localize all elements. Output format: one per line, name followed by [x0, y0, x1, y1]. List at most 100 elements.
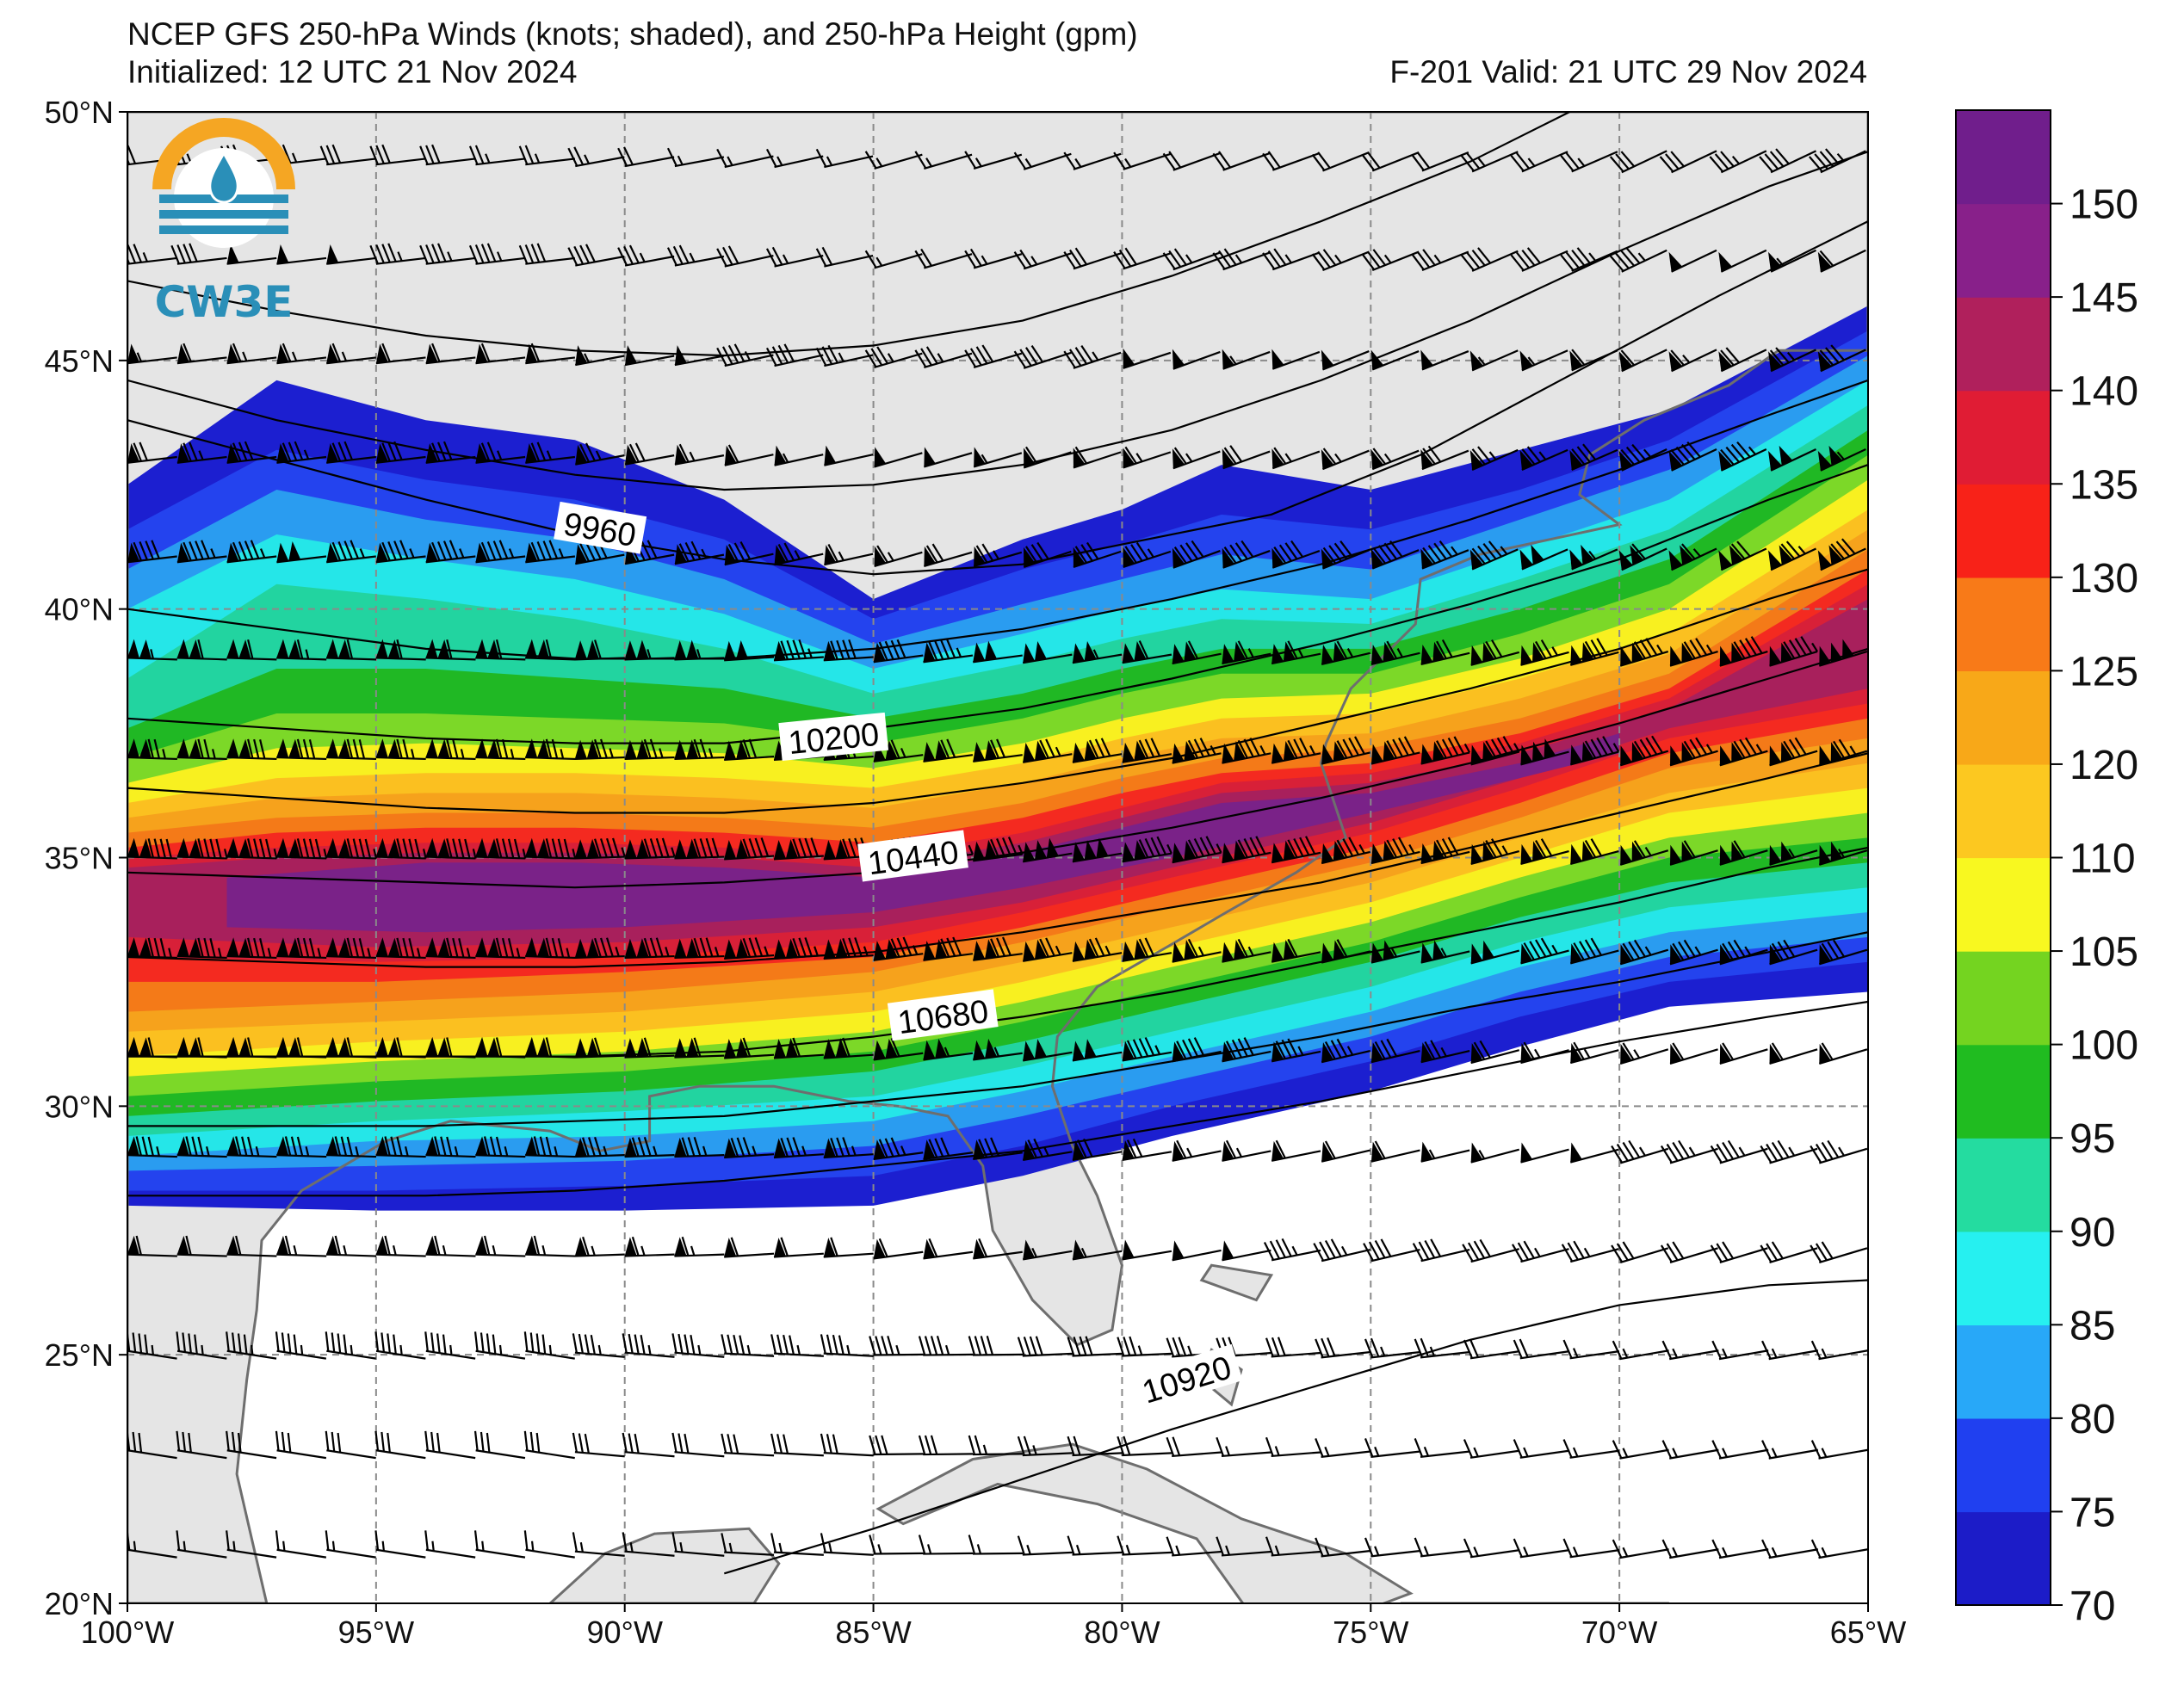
wind-barb — [176, 1331, 227, 1360]
wind-barb — [127, 639, 177, 661]
wind-barb — [1420, 837, 1470, 865]
wind-barb — [674, 1236, 725, 1257]
colorbar-segment — [1956, 297, 2051, 392]
wind-barb — [624, 1236, 675, 1257]
wind-barb — [525, 540, 576, 564]
map-title: NCEP GFS 250-hPa Winds (knots; shaded), … — [127, 16, 1138, 52]
wind-barb — [375, 639, 426, 661]
wind-barb — [1122, 738, 1172, 763]
wind-barb — [424, 1331, 476, 1360]
wind-barb — [572, 1333, 625, 1358]
wind-barb — [1013, 345, 1072, 369]
wind-barb — [1315, 1537, 1371, 1558]
wind-barb — [475, 343, 526, 365]
wind-barb — [1420, 540, 1469, 570]
wind-barb — [276, 639, 327, 661]
wind-barb — [176, 1430, 227, 1460]
wind-barb — [375, 1136, 426, 1158]
wind-barb — [176, 837, 228, 860]
svg-text:10200: 10200 — [787, 717, 881, 762]
wind-barb — [869, 1336, 924, 1356]
wind-barb — [176, 937, 227, 960]
wind-barb — [525, 1036, 576, 1059]
wind-barb — [475, 1136, 526, 1158]
wind-barb — [1315, 1438, 1371, 1458]
wind-barb — [1321, 349, 1370, 371]
wind-barb — [525, 937, 576, 960]
wind-barb — [473, 1530, 526, 1559]
wind-barb — [973, 738, 1023, 763]
wind-barb — [724, 1237, 775, 1258]
wind-barb — [1017, 1436, 1073, 1457]
wind-barb — [1166, 1536, 1222, 1557]
wind-barb — [226, 1331, 277, 1360]
wind-barb — [724, 639, 775, 662]
wind-barb — [572, 1532, 625, 1557]
wind-barb — [1569, 736, 1620, 766]
wind-barb — [823, 1237, 874, 1258]
wind-barb — [1321, 640, 1370, 666]
wind-barb — [425, 441, 476, 464]
wind-barb — [622, 1333, 675, 1358]
height-contour — [127, 752, 1868, 968]
wind-barb — [1072, 641, 1123, 664]
wind-barb — [374, 1530, 426, 1559]
wind-barb — [624, 837, 676, 860]
wind-barb — [375, 540, 426, 564]
height-contour-9960 — [127, 220, 1868, 576]
wind-barb — [1271, 349, 1321, 370]
wind-barb — [1271, 738, 1321, 764]
colorbar-label: 130 — [2070, 556, 2138, 602]
wind-barb — [1123, 348, 1172, 369]
wind-barb — [176, 738, 227, 761]
wind-barb — [1469, 446, 1519, 471]
wind-barb — [914, 248, 973, 269]
wind-barb — [1166, 1436, 1222, 1458]
wind-barb — [1271, 1038, 1321, 1063]
wind-barb — [973, 1137, 1023, 1161]
wind-barb — [1520, 1041, 1569, 1065]
wind-barb — [575, 442, 625, 466]
wind-barb — [973, 837, 1024, 862]
wind-barb — [724, 444, 774, 466]
wind-barb — [674, 1037, 725, 1059]
wind-barb — [176, 441, 227, 464]
wind-barb — [773, 837, 824, 861]
wind-barb — [1768, 540, 1816, 571]
wind-barb — [574, 639, 625, 661]
wind-barb — [1271, 540, 1321, 569]
wind-barb — [1519, 544, 1568, 571]
wind-barb — [1618, 349, 1667, 373]
wind-barb — [127, 540, 177, 564]
lat-tick-label: 45°N — [45, 343, 114, 379]
wind-barb — [1370, 540, 1420, 570]
colorbar-label: 120 — [2070, 743, 2138, 788]
cuba-land-coastline — [875, 1442, 1414, 1603]
wind-barb — [869, 1435, 924, 1456]
wind-barb — [419, 144, 476, 166]
wind-barb — [1122, 937, 1172, 962]
wind-barb — [1619, 638, 1669, 667]
wind-barb — [914, 151, 973, 170]
wind-barb — [226, 937, 277, 960]
wind-barb — [475, 441, 526, 464]
wind-barb — [1420, 1040, 1470, 1064]
wind-barb — [1817, 344, 1866, 373]
wind-barb — [1619, 840, 1669, 866]
wind-barb — [326, 441, 376, 464]
wind-barb — [1222, 640, 1271, 665]
wind-barb — [374, 1331, 426, 1360]
wind-barb — [1460, 151, 1519, 173]
wind-barb — [1760, 1139, 1818, 1164]
wind-barb — [1222, 738, 1271, 764]
wind-barb — [1067, 1436, 1123, 1457]
wind-barb — [1819, 841, 1868, 866]
height-contour-10200 — [127, 464, 1868, 744]
wind-barb — [1510, 151, 1568, 173]
wind-barb — [815, 246, 874, 268]
wind-barb — [425, 1036, 476, 1059]
wind-barb — [1612, 1440, 1669, 1460]
wind-barb — [864, 151, 923, 170]
wind-barb — [1618, 443, 1667, 472]
colorbar-segment — [1956, 484, 2051, 578]
